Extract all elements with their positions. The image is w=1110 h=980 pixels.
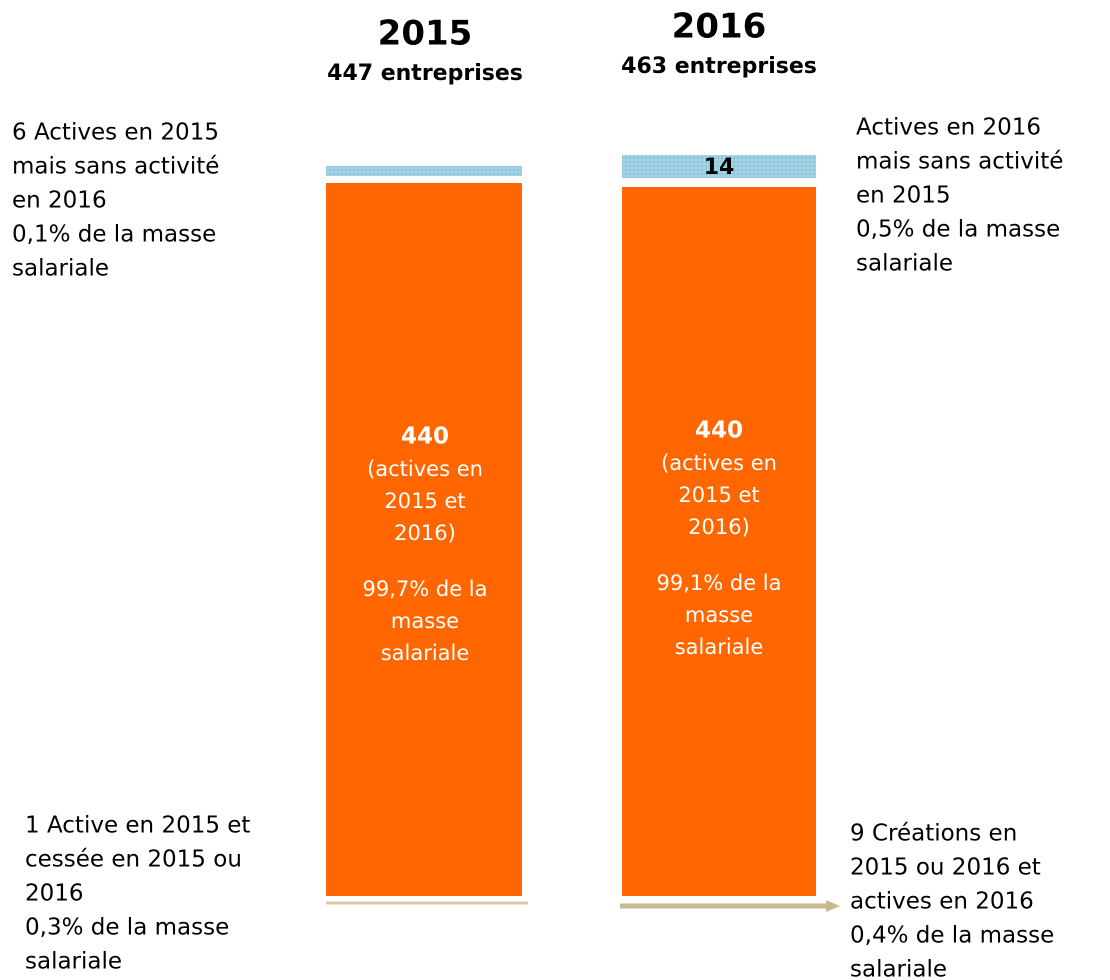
main-desc: 2015 et <box>678 483 759 507</box>
main-desc: (actives en <box>367 457 483 481</box>
bottom-label: salariale <box>850 957 947 980</box>
top-label: 6 Actives en 2015 <box>12 120 219 146</box>
main-segment <box>622 187 816 896</box>
company-count: 447 entreprises <box>327 61 523 86</box>
main-value: 440 <box>401 424 449 450</box>
bottom-label: actives en 2016 <box>850 889 1034 915</box>
arrow-head <box>826 900 840 912</box>
main-desc: 2015 et <box>384 489 465 513</box>
year: 2016 <box>672 7 767 47</box>
main-desc: 2016) <box>688 515 750 539</box>
bottom-label: cessée en 2015 ou <box>25 847 242 873</box>
bottom-label: salariale <box>25 949 122 975</box>
top-label: salariale <box>856 251 953 277</box>
top-segment <box>326 166 522 176</box>
top-label: salariale <box>12 256 109 282</box>
year: 2015 <box>378 14 473 54</box>
main-desc: 2016) <box>394 521 456 545</box>
main-share: salariale <box>381 641 470 665</box>
bottom-label: 2015 ou 2016 et <box>850 855 1041 881</box>
bottom-label: 2016 <box>25 881 84 907</box>
top-segment <box>622 155 816 178</box>
main-share: 99,7% de la <box>362 577 487 601</box>
main-share: 99,1% de la <box>656 571 781 595</box>
main-share: salariale <box>675 635 764 659</box>
top-label: en 2016 <box>12 188 107 214</box>
bottom-label: 0,4% de la masse <box>850 923 1054 949</box>
main-share: masse <box>391 609 459 633</box>
top-label: 0,1% de la masse <box>12 222 216 248</box>
company-count: 463 entreprises <box>621 54 817 79</box>
main-segment <box>326 183 522 896</box>
bottom-label: 1 Active en 2015 et <box>25 813 250 839</box>
main-share: masse <box>685 603 753 627</box>
top-label: Actives en 2016 <box>856 115 1041 141</box>
bottom-label: 9 Créations en <box>850 821 1017 847</box>
main-value: 440 <box>695 418 743 444</box>
top-label: en 2015 <box>856 183 951 209</box>
bottom-label: 0,3% de la masse <box>25 915 229 941</box>
top-label: 0,5% de la masse <box>856 217 1060 243</box>
top-label: mais sans activité <box>856 149 1063 175</box>
main-desc: (actives en <box>661 451 777 475</box>
top-label: mais sans activité <box>12 154 219 180</box>
top-value: 14 <box>704 155 735 180</box>
